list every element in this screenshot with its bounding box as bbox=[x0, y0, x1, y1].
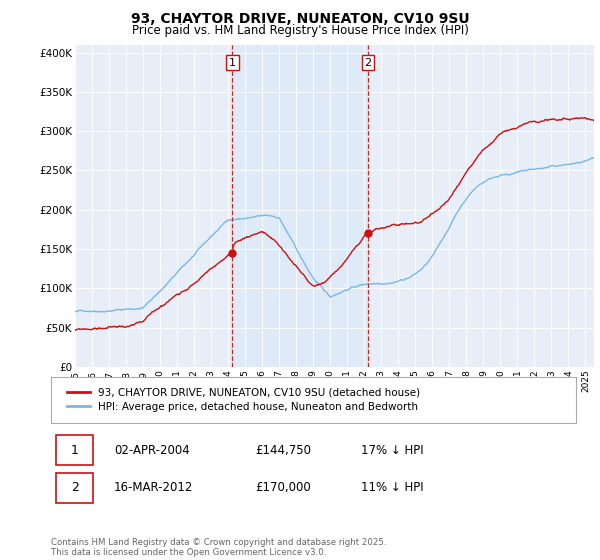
Text: 2: 2 bbox=[364, 58, 371, 68]
Text: £144,750: £144,750 bbox=[256, 444, 312, 456]
Text: 11% ↓ HPI: 11% ↓ HPI bbox=[361, 482, 424, 494]
Bar bbox=[232, 45, 368, 367]
Text: 02-APR-2004: 02-APR-2004 bbox=[114, 444, 190, 456]
Text: 93, CHAYTOR DRIVE, NUNEATON, CV10 9SU: 93, CHAYTOR DRIVE, NUNEATON, CV10 9SU bbox=[131, 12, 469, 26]
Text: 2: 2 bbox=[71, 482, 79, 494]
FancyBboxPatch shape bbox=[56, 473, 93, 503]
Legend: 93, CHAYTOR DRIVE, NUNEATON, CV10 9SU (detached house), HPI: Average price, deta: 93, CHAYTOR DRIVE, NUNEATON, CV10 9SU (d… bbox=[61, 382, 425, 417]
FancyBboxPatch shape bbox=[56, 435, 93, 465]
Text: Contains HM Land Registry data © Crown copyright and database right 2025.
This d: Contains HM Land Registry data © Crown c… bbox=[51, 538, 386, 557]
Text: Price paid vs. HM Land Registry's House Price Index (HPI): Price paid vs. HM Land Registry's House … bbox=[131, 24, 469, 36]
Text: 17% ↓ HPI: 17% ↓ HPI bbox=[361, 444, 424, 456]
Text: 1: 1 bbox=[229, 58, 236, 68]
Text: 16-MAR-2012: 16-MAR-2012 bbox=[114, 482, 193, 494]
Text: 1: 1 bbox=[71, 444, 79, 456]
Text: £170,000: £170,000 bbox=[256, 482, 311, 494]
